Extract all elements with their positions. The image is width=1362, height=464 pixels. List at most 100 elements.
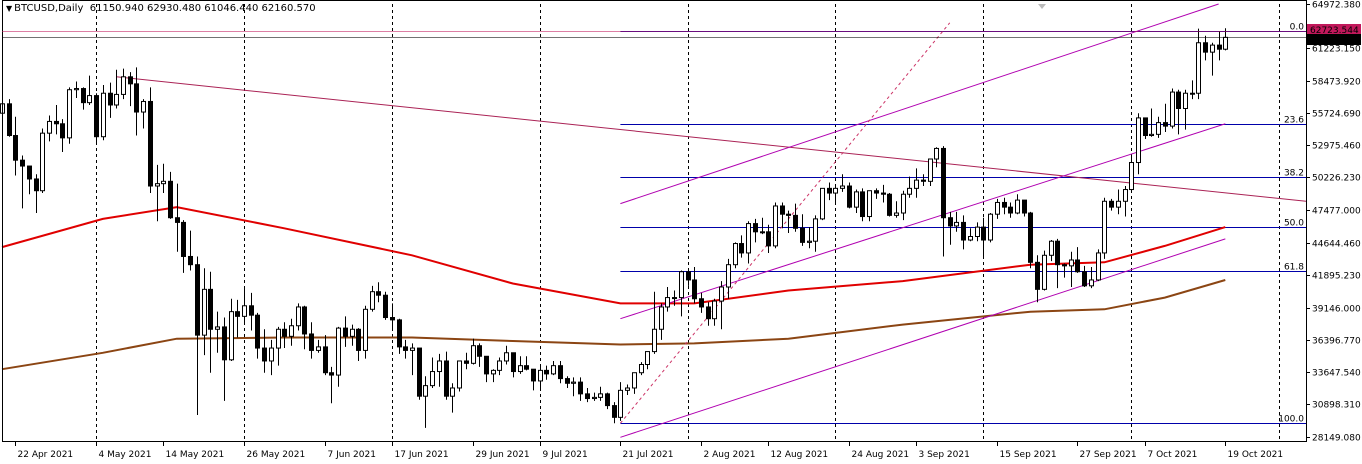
candle-body: [518, 365, 523, 373]
y-tick-label: 47477.000: [1312, 207, 1361, 217]
moving-average-line: [1, 279, 1226, 371]
candle-body: [423, 385, 428, 397]
grid: [96, 4, 1280, 442]
candle-body: [484, 355, 489, 375]
candle-body: [565, 378, 570, 384]
symbol-label: BTCUSD,Daily: [14, 3, 84, 14]
fib-level-label: 0.0: [1290, 23, 1305, 33]
candle-body: [813, 218, 818, 242]
x-tick-label: 2 Aug 2021: [704, 450, 756, 460]
candle-body: [934, 147, 939, 160]
x-tick-label: 3 Sep 2021: [919, 450, 970, 460]
candle-body: [195, 264, 200, 336]
plot-frame: [2, 0, 1307, 442]
candle-body: [108, 92, 113, 106]
chart-header: ▼ BTCUSD,Daily 61150.940 62930.480 61046.…: [6, 3, 316, 14]
candle-body: [255, 314, 260, 349]
candle-body: [874, 190, 879, 194]
candle-body: [215, 326, 220, 330]
candle-body: [40, 132, 45, 192]
candle-body: [1049, 240, 1054, 256]
candle-body: [645, 351, 650, 365]
candle-body: [323, 346, 328, 374]
candle-body: [807, 240, 812, 243]
dropdown-triangle-icon[interactable]: ▼: [6, 4, 13, 13]
candle-body: [1136, 117, 1141, 164]
candle-body: [1203, 42, 1208, 53]
candle-body: [975, 226, 980, 238]
candle-body: [524, 365, 529, 370]
candle-body: [887, 193, 892, 216]
x-tick-label: 26 May 2021: [247, 450, 306, 460]
candle-body: [235, 311, 240, 317]
candle-body: [652, 328, 657, 353]
candle-body: [363, 308, 368, 351]
x-tick-label: 12 Aug 2021: [771, 450, 829, 460]
candle-body: [477, 345, 482, 357]
price-axis[interactable]: 64972.380 61223.150 58473.920 55724.690 5297…: [1306, 1, 1361, 444]
candle-body: [712, 300, 717, 320]
candle-body: [383, 294, 388, 319]
candle-body: [1096, 252, 1101, 281]
candle-body: [370, 291, 375, 310]
candle-body: [336, 327, 341, 376]
candle-body: [60, 123, 65, 139]
time-axis[interactable]: 22 Apr 2021 4 May 2021 14 May 2021 26 May 2…: [15, 442, 1284, 460]
moving-averages: [1, 206, 1226, 371]
ohlc-values: 61150.940 62930.480 61046.440 62160.570: [89, 3, 316, 14]
candle-body: [497, 360, 502, 371]
candle-body: [538, 369, 543, 382]
candle-body: [450, 387, 455, 397]
trend-line: [620, 123, 1226, 320]
candle-body: [67, 89, 72, 139]
x-tick-label: 19 Oct 2021: [1228, 450, 1284, 460]
candle-body: [847, 185, 852, 208]
candle-body: [1149, 133, 1154, 137]
candle-body: [20, 159, 25, 167]
candle-body: [833, 187, 838, 194]
candle-body: [901, 193, 906, 214]
candle-body: [598, 393, 603, 398]
candle-body: [571, 381, 576, 384]
candle-body: [350, 328, 355, 337]
candle-body: [47, 120, 52, 134]
candle-body: [1143, 117, 1148, 137]
candles: [0, 28, 1228, 428]
candle-body: [760, 231, 765, 234]
candle-body: [625, 387, 630, 391]
x-tick-label: 7 Jun 2021: [328, 450, 376, 460]
candle-body: [531, 368, 536, 382]
candle-body: [578, 381, 583, 395]
scroll-marker-icon: [1038, 4, 1046, 9]
fib-level-label: 23.6: [1284, 116, 1304, 126]
candle-body: [13, 135, 18, 161]
candle-body: [222, 326, 227, 361]
candle-body: [444, 360, 449, 397]
candle-body: [894, 212, 899, 216]
price-tag-box: [1307, 34, 1361, 45]
candle-body: [27, 165, 32, 180]
fib-level-label: 38.2: [1284, 169, 1304, 179]
candle-body: [141, 100, 146, 113]
candle-body: [87, 95, 92, 104]
candle-body: [188, 255, 193, 266]
candle-body: [618, 389, 623, 418]
plot-border: [2, 0, 1307, 442]
candle-body: [269, 347, 274, 362]
candle-body: [686, 271, 691, 281]
x-tick-label: 27 Sep 2021: [1080, 450, 1137, 460]
candle-body: [464, 360, 469, 364]
candle-body: [249, 305, 254, 316]
candle-body: [1008, 206, 1013, 214]
candle-body: [988, 213, 993, 241]
candle-body: [699, 298, 704, 308]
trend-lines: [116, 3, 1307, 438]
candle-body: [1129, 162, 1134, 191]
candle-body: [558, 365, 563, 380]
candle-body: [302, 306, 307, 335]
candle-body: [800, 227, 805, 243]
candle-body: [995, 201, 1000, 215]
fib-level-label: 61.8: [1284, 263, 1304, 273]
